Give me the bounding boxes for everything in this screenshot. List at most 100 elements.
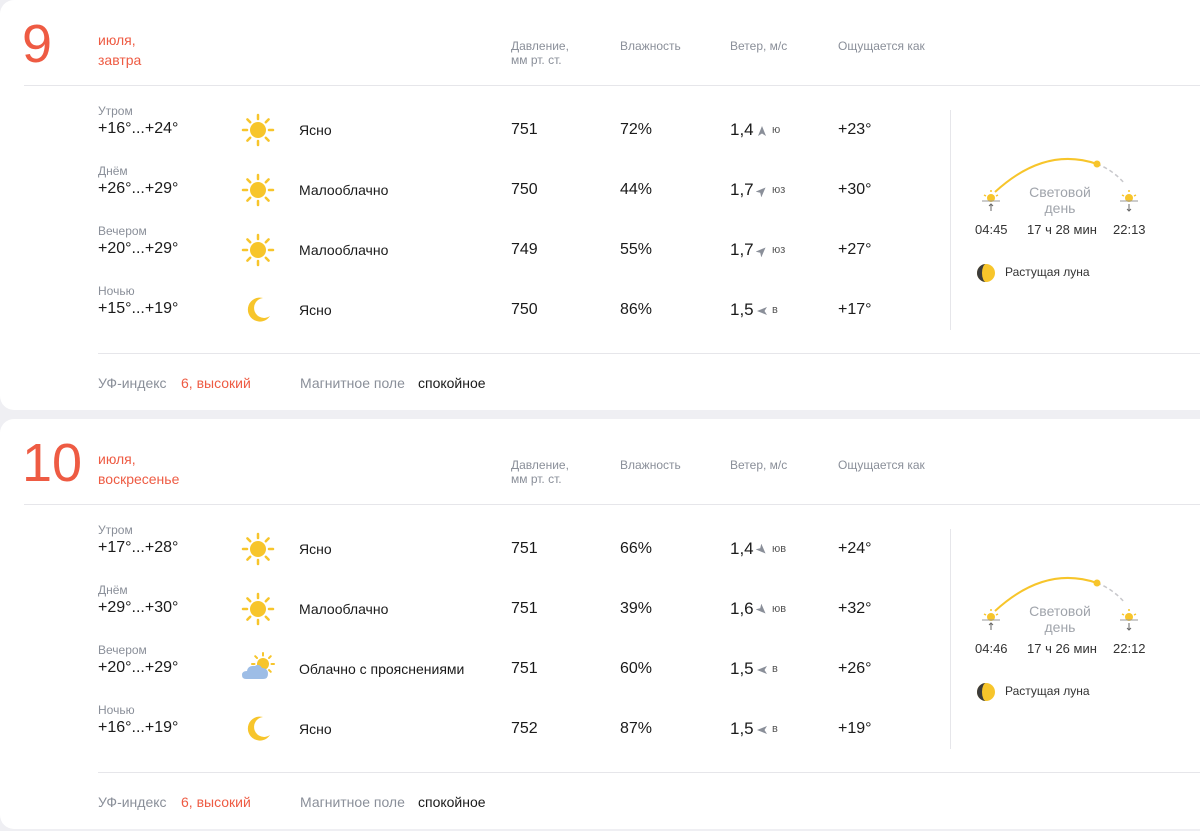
period-row: Днём +26°...+29° Малооблачно 750 44% 1,7 юз +30…: [0, 164, 950, 224]
day-weekday: воскресенье: [98, 471, 180, 487]
period-name: Ночью: [98, 703, 135, 717]
pressure-header-line1: Давление,: [511, 39, 569, 53]
period-temperature: +17°...+28°: [98, 539, 179, 556]
wind-direction-icon: [756, 544, 766, 554]
condition-text: Ясно: [299, 541, 332, 557]
humidity-value: 66%: [620, 540, 653, 557]
day-weekday: завтра: [98, 52, 142, 68]
sunrise-time: 04:45: [975, 222, 1008, 237]
moon-phase-icon: [977, 264, 995, 282]
daylight-label-line1: Световой: [1029, 603, 1091, 619]
wind-speed: 1,7: [730, 180, 754, 199]
period-name: Днём: [98, 583, 128, 597]
daylight-label-line1: Световой: [1029, 184, 1091, 200]
feels-like-value: +30°: [838, 181, 872, 198]
period-row: Ночью +16°...+19° Ясно 752 87% 1,5 в +19°: [0, 703, 950, 763]
uv-index-label: УФ-индекс: [98, 794, 167, 810]
moon-phase-label: Растущая луна: [1005, 684, 1090, 698]
daylight-arc: [982, 157, 1138, 212]
pressure-value: 752: [511, 720, 538, 737]
wind-direction-icon: [757, 726, 767, 734]
wind-direction-icon: [757, 666, 767, 674]
feels-like-value: +26°: [838, 660, 872, 677]
sunrise-time: 04:46: [975, 641, 1008, 656]
condition-text: Облачно с прояснениями: [299, 661, 465, 677]
uv-index-label: УФ-индекс: [98, 375, 167, 391]
period-temperature: +20°...+29°: [98, 240, 179, 257]
pressure-header-line2: мм рт. ст.: [511, 53, 562, 67]
period-name: Утром: [98, 104, 133, 118]
condition-text: Ясно: [299, 302, 332, 318]
wind-direction-icon: [756, 187, 766, 197]
day-card: 9 июля, завтра Давление, мм рт. ст. Влаж…: [0, 0, 1200, 410]
sun-icon: [238, 170, 278, 210]
period-row: Вечером +20°...+29° Малооблачно 749 55% 1,7 юз…: [0, 224, 950, 284]
sun-icon: [238, 110, 278, 150]
period-temperature: +16°...+24°: [98, 120, 179, 137]
humidity-value: 87%: [620, 720, 653, 737]
pressure-header-line1: Давление,: [511, 458, 569, 472]
day-card: 10 июля, воскресенье Давление, мм рт. ст…: [0, 419, 1200, 829]
header-divider: [24, 504, 1200, 505]
sun-icon: [238, 589, 278, 629]
feels-like-value: +23°: [838, 121, 872, 138]
pressure-header: Давление, мм рт. ст.: [511, 39, 569, 67]
wind-speed: 1,5: [730, 659, 754, 678]
pressure-value: 749: [511, 241, 538, 258]
wind-direction: юв: [772, 603, 787, 615]
pressure-value: 751: [511, 540, 538, 557]
pressure-value: 750: [511, 301, 538, 318]
period-row: Вечером +20°...+29° Облачно с прояснениями…: [0, 643, 950, 703]
wind-speed: 1,6: [730, 599, 754, 618]
pressure-value: 750: [511, 181, 538, 198]
day-month: июля,: [98, 32, 136, 48]
pressure-header: Давление, мм рт. ст.: [511, 458, 569, 486]
day-month: июля,: [98, 451, 136, 467]
pressure-value: 751: [511, 660, 538, 677]
feels-like-value: +27°: [838, 241, 872, 258]
wind-header: Ветер, м/с: [730, 39, 788, 53]
wind-direction-icon: [758, 126, 766, 136]
sunset-icon: [1120, 609, 1138, 631]
period-row: Утром +17°...+28° Ясно 751 66% 1,4 юв +24°: [0, 523, 950, 583]
moon-phase-icon: [977, 683, 995, 701]
sunrise-icon: [982, 609, 1000, 630]
feels-like-value: +17°: [838, 301, 872, 318]
condition-text: Малооблачно: [299, 601, 389, 617]
moon-icon: [238, 290, 278, 330]
uv-index-value: 6, высокий: [181, 794, 251, 810]
sun-icon: [238, 230, 278, 270]
wind-direction-icon: [757, 307, 767, 315]
feels-header: Ощущается как: [838, 39, 925, 53]
day-number: 9: [22, 14, 53, 74]
period-name: Утром: [98, 523, 133, 537]
wind-speed: 1,4: [730, 120, 754, 139]
wind-speed: 1,4: [730, 539, 754, 558]
daylight-arc: [982, 576, 1138, 631]
wind-direction: юв: [772, 543, 787, 555]
pressure-header-line2: мм рт. ст.: [511, 472, 562, 486]
period-name: Ночью: [98, 284, 135, 298]
period-row: Днём +29°...+30° Малооблачно 751 39% 1,6 юв +32…: [0, 583, 950, 643]
humidity-value: 44%: [620, 181, 653, 198]
humidity-value: 60%: [620, 660, 653, 677]
period-row: Ночью +15°...+19° Ясно 750 86% 1,5 в +17°: [0, 284, 950, 344]
wind-direction-icon: [756, 247, 766, 257]
daylight-label-line2: день: [1044, 200, 1076, 216]
wind-direction: в: [772, 723, 778, 735]
sunset-time: 22:13: [1113, 222, 1146, 237]
humidity-header: Влажность: [620, 39, 681, 53]
period-name: Вечером: [98, 224, 147, 238]
magnetic-field-value: спокойное: [418, 375, 486, 391]
feels-like-value: +24°: [838, 540, 872, 557]
sunrise-icon: [982, 190, 1000, 211]
day-number: 10: [22, 433, 83, 493]
vertical-divider: [950, 529, 951, 749]
period-name: Вечером: [98, 643, 147, 657]
feels-header: Ощущается как: [838, 458, 925, 472]
feels-like-value: +19°: [838, 720, 872, 737]
wind-direction: в: [772, 663, 778, 675]
vertical-divider: [950, 110, 951, 330]
condition-text: Малооблачно: [299, 242, 389, 258]
cloud-sun-icon: [238, 649, 278, 689]
